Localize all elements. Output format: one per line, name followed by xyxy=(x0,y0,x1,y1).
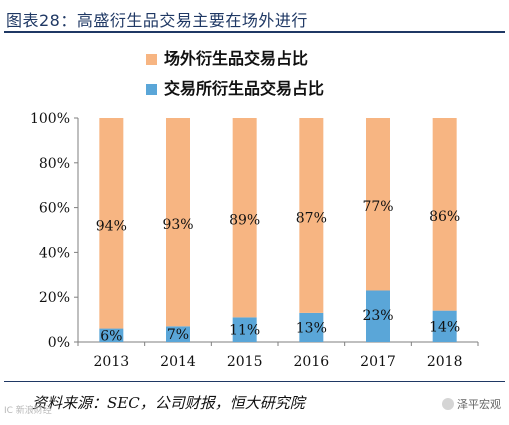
x-tick-label: 2013 xyxy=(94,354,130,370)
bar-exchange-2018 xyxy=(432,310,457,342)
bar-otc-2013 xyxy=(99,118,124,329)
x-tick-label: 2018 xyxy=(427,354,463,370)
bar-otc-2016 xyxy=(299,118,324,313)
data-label-exchange-2015: 11% xyxy=(229,323,260,339)
footer-divider xyxy=(4,381,505,382)
data-label-otc-2013: 94% xyxy=(96,218,127,234)
x-tick-label: 2017 xyxy=(360,354,396,370)
data-label-otc-2015: 89% xyxy=(229,213,260,229)
source-note: 资料来源：SEC，公司财报，恒大研究院 xyxy=(32,394,305,412)
data-label-otc-2016: 87% xyxy=(296,210,327,226)
y-tick-label: 40% xyxy=(39,245,70,261)
y-tick-label: 80% xyxy=(39,156,70,172)
bar-exchange-2016 xyxy=(299,312,324,342)
legend-label-1: 场外衍生品交易占比 xyxy=(164,49,308,68)
y-tick-label: 100% xyxy=(30,111,70,127)
watermark-right-text: 泽平宏观 xyxy=(457,398,501,411)
legend-label-2: 交易所衍生品交易占比 xyxy=(164,79,324,98)
y-tick-label: 60% xyxy=(39,201,70,217)
data-label-exchange-2018: 14% xyxy=(429,319,460,335)
bar-otc-2015 xyxy=(232,118,257,318)
x-tick-label: 2014 xyxy=(160,354,196,370)
data-label-exchange-2014: 7% xyxy=(167,327,189,343)
bar-otc-2014 xyxy=(166,118,190,327)
data-label-exchange-2013: 6% xyxy=(100,328,122,344)
data-label-otc-2014: 93% xyxy=(162,217,193,233)
bar-exchange-2013 xyxy=(99,328,124,342)
legend-swatch-2 xyxy=(146,84,157,95)
x-tick-label: 2016 xyxy=(294,354,330,370)
wechat-icon xyxy=(442,398,454,410)
bar-otc-2017 xyxy=(366,118,390,291)
chart-header: 图表28：高盛衍生品交易主要在场外进行 xyxy=(0,0,509,34)
header-divider xyxy=(4,31,505,33)
data-label-exchange-2016: 13% xyxy=(296,320,327,336)
bar-otc-2018 xyxy=(432,118,457,311)
bar-exchange-2014 xyxy=(166,326,190,342)
legend-swatch-1 xyxy=(146,54,157,65)
y-tick-label: 0% xyxy=(48,335,70,351)
x-tick-label: 2015 xyxy=(227,354,263,370)
data-label-otc-2018: 86% xyxy=(429,209,460,225)
data-label-exchange-2017: 23% xyxy=(362,308,393,324)
data-label-otc-2017: 77% xyxy=(362,199,393,215)
watermark-left: IC 新浪财经 xyxy=(4,406,52,416)
watermark-right: 泽平宏观 xyxy=(442,396,501,412)
bar-exchange-2015 xyxy=(232,317,257,342)
bar-exchange-2017 xyxy=(366,290,390,342)
y-tick-label: 20% xyxy=(39,290,70,306)
figure-title: 图表28：高盛衍生品交易主要在场外进行 xyxy=(6,11,308,30)
